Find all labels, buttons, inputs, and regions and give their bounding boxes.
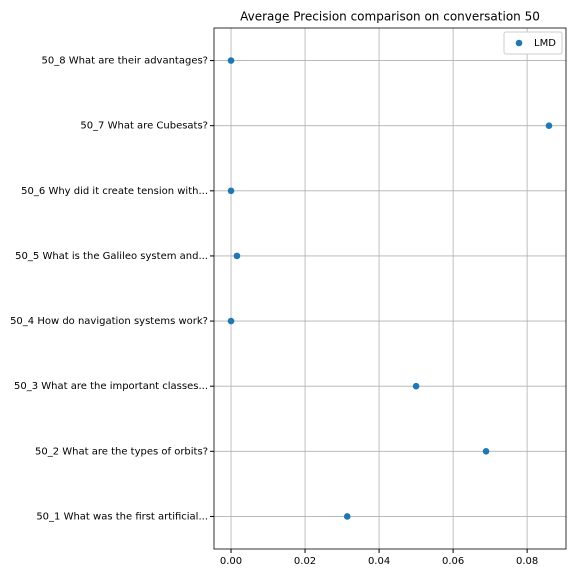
point: [227, 317, 235, 325]
y-tick-label: 50_8 What are their advantages?: [42, 56, 208, 67]
y-tick-label: 50_6 Why did it create tension with...: [21, 186, 208, 197]
point: [227, 187, 235, 195]
point: [412, 382, 420, 390]
legend-label: LMD: [534, 38, 556, 49]
x-tick-label: 0.06: [442, 556, 464, 567]
y-tick-label: 50_3 What are the important classes...: [14, 381, 208, 392]
legend-box: [503, 31, 563, 55]
point: [545, 122, 553, 129]
point: [227, 57, 235, 64]
x-tick-label: 0.02: [294, 556, 316, 567]
y-tick-label: 50_2 What are the types of orbits?: [35, 446, 208, 457]
y-tick-label: 50_7 What are Cubesats?: [80, 121, 208, 132]
y-tick-label: 50_1 What was the first artificial...: [36, 511, 208, 522]
chart-title: Average Precision comparison on conversa…: [240, 10, 540, 24]
legend-marker: [515, 39, 523, 47]
plot-frame: [213, 27, 567, 550]
x-tick-label: 0.04: [368, 556, 390, 567]
point: [343, 513, 351, 520]
x-tick-label: 0.00: [220, 556, 242, 567]
point: [233, 252, 241, 260]
point: [482, 448, 490, 455]
y-tick-label: 50_4 How do navigation systems work?: [10, 316, 208, 327]
x-tick-label: 0.08: [516, 556, 538, 567]
y-tick-label: 50_5 What is the Galileo system and...: [15, 251, 208, 262]
